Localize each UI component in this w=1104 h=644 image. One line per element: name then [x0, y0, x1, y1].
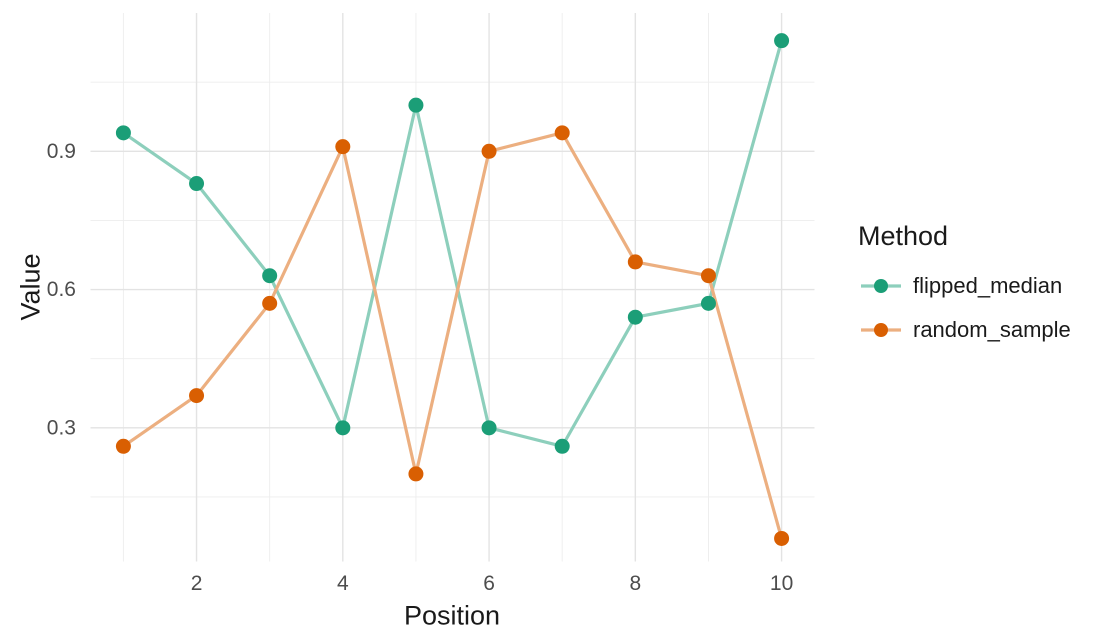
x-axis-title: Position [403, 600, 501, 631]
x-tick-label: 2 [191, 572, 203, 595]
data-point-random_sample [335, 139, 351, 155]
data-point-flipped_median [115, 125, 131, 141]
data-point-flipped_median [408, 97, 424, 113]
data-point-random_sample [774, 530, 790, 546]
x-tick-label: 6 [483, 572, 495, 595]
y-tick-label: 0.9 [47, 140, 76, 163]
data-point-flipped_median [189, 176, 205, 192]
legend-title: Method [858, 221, 949, 251]
legend-item-label: flipped_median [913, 273, 1063, 298]
legend: Method flipped_median random_sample [858, 222, 1071, 352]
data-point-random_sample [262, 295, 278, 311]
y-tick-label: 0.6 [47, 278, 76, 301]
data-point-flipped_median [554, 438, 570, 454]
legend-item-random_sample: random_sample [858, 308, 1071, 352]
legend-item-label: random_sample [913, 317, 1071, 342]
data-point-random_sample [189, 388, 205, 404]
y-axis-title: Value [15, 253, 46, 321]
x-tick-label: 4 [337, 572, 349, 595]
data-point-random_sample [700, 268, 716, 284]
data-point-flipped_median [774, 33, 790, 49]
series-line-random_sample [122, 131, 784, 539]
x-tick-label: 10 [770, 572, 793, 595]
data-point-flipped_median [700, 295, 716, 311]
data-point-flipped_median [627, 309, 643, 325]
data-point-random_sample [554, 125, 570, 141]
data-point-flipped_median [262, 268, 278, 284]
series-line-flipped_median [122, 40, 784, 448]
data-point-random_sample [115, 438, 131, 454]
legend-item-flipped_median: flipped_median [858, 264, 1071, 308]
legend-key-icon [861, 279, 901, 293]
data-point-flipped_median [481, 420, 497, 436]
legend-key-icon [861, 323, 901, 337]
y-tick-label: 0.3 [47, 416, 76, 439]
data-point-random_sample [408, 466, 424, 482]
legend-key-point [874, 323, 888, 337]
data-point-flipped_median [335, 420, 351, 436]
legend-key-point [874, 279, 888, 293]
x-tick-label: 8 [629, 572, 641, 595]
data-point-random_sample [627, 254, 643, 270]
data-point-random_sample [481, 143, 497, 159]
legend-items: flipped_median random_sample [858, 264, 1071, 352]
